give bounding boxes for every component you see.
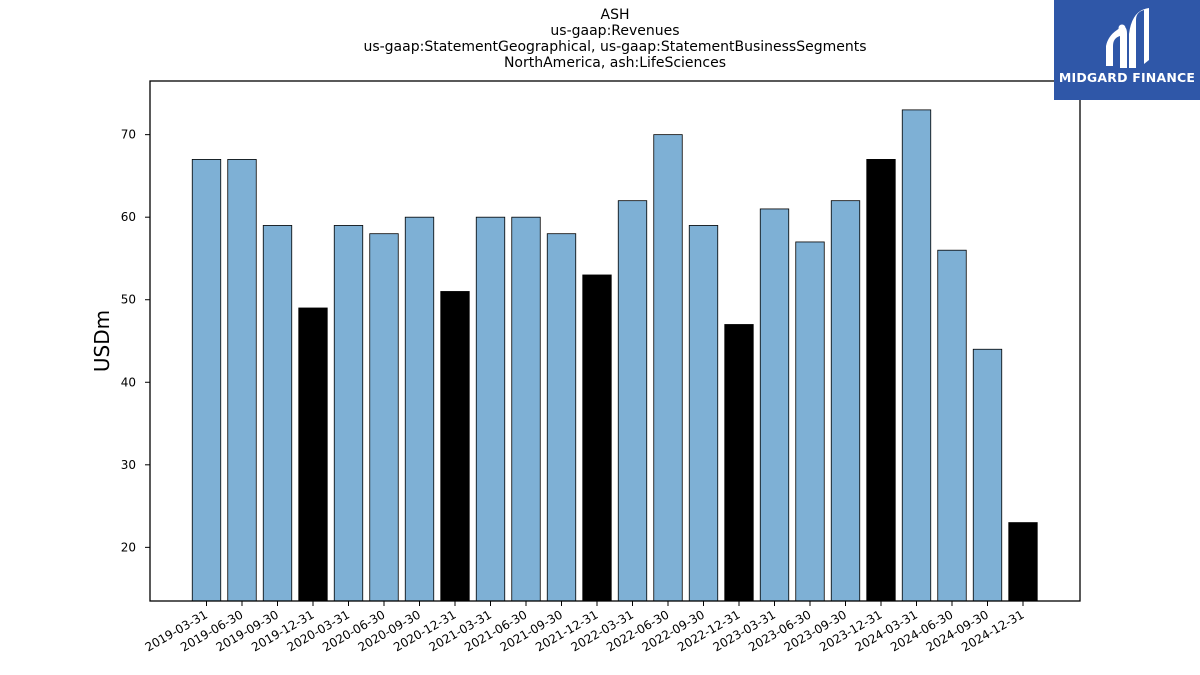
chart-title: ASH us-gaap:Revenues us-gaap:StatementGe…: [150, 7, 1080, 71]
y-tick-label: 30: [121, 458, 136, 472]
y-tick-label: 40: [121, 375, 136, 389]
bar-2019-09-30: [262, 225, 293, 602]
bar-2022-06-30: [653, 134, 683, 602]
bar-2022-12-31: [724, 324, 754, 602]
title-line-ticker: ASH: [600, 7, 630, 23]
bar-2024-03-31: [901, 109, 932, 602]
y-tick-label: 50: [121, 293, 136, 307]
bar-2020-06-30: [369, 233, 399, 602]
bar-2022-09-30: [688, 225, 719, 602]
bar-2024-06-30: [937, 249, 967, 602]
bar-2020-09-30: [404, 216, 435, 602]
title-line-concept: us-gaap:Revenues: [550, 23, 680, 39]
bar-2019-03-31: [191, 159, 222, 602]
plot-frame: [149, 80, 1081, 602]
bar-2020-03-31: [333, 225, 364, 602]
bar-2023-03-31: [759, 208, 790, 602]
bar-2024-09-30: [972, 348, 1003, 602]
bar-2021-03-31: [475, 216, 506, 602]
brand-logo: MIDGARD FINANCE: [1054, 0, 1200, 100]
title-line-axes: us-gaap:StatementGeographical, us-gaap:S…: [363, 39, 867, 55]
bar-2019-12-31: [298, 307, 328, 602]
y-tick-label: 60: [121, 210, 136, 224]
bar-2023-12-31: [866, 159, 896, 602]
x-axis: 2019-03-312019-06-302019-09-302019-12-31…: [143, 601, 1027, 654]
bar-2020-12-31: [440, 291, 470, 602]
bar-2022-03-31: [617, 200, 648, 602]
y-tick-label: 70: [121, 128, 136, 142]
logo-text: MIDGARD FINANCE: [1058, 70, 1196, 85]
bar-2023-09-30: [830, 200, 861, 602]
y-axis: 20 30 40 50 60 70: [121, 128, 150, 554]
bar-2024-12-31: [1008, 522, 1038, 602]
y-axis-label: USDm: [90, 310, 114, 372]
bar-2021-06-30: [511, 216, 541, 602]
bars-group: [191, 109, 1038, 602]
bar-2019-06-30: [227, 159, 257, 602]
midgard-logo-icon: [1106, 8, 1149, 68]
y-tick-label: 20: [121, 540, 136, 554]
bar-2021-12-31: [582, 274, 612, 602]
bar-2023-06-30: [795, 241, 825, 602]
bar-2021-09-30: [546, 233, 577, 602]
title-line-members: NorthAmerica, ash:LifeSciences: [503, 55, 727, 71]
